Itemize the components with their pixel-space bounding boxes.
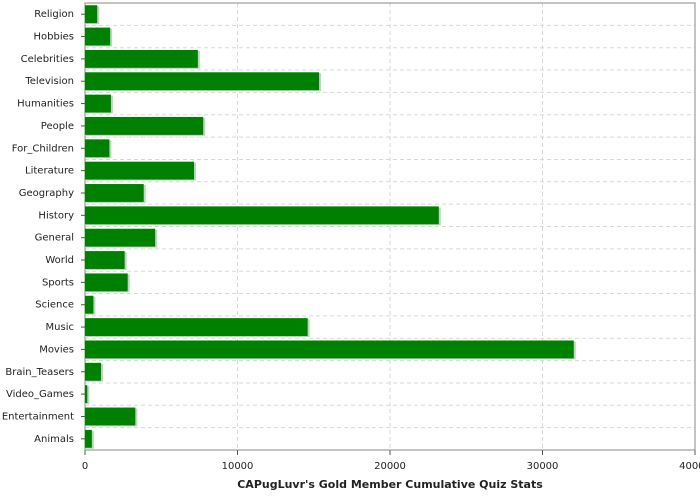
bar [85,362,102,381]
y-tick-label: Hobbies [34,32,74,43]
x-tick-label: 30000 [527,461,559,472]
y-tick-label: Religion [34,9,74,20]
y-tick-label: Music [46,322,74,333]
plot-frame [84,2,696,451]
y-tick-label: Entertainment [2,411,74,422]
y-tick-label: Television [24,76,74,87]
bar [85,49,198,68]
bar [85,116,204,135]
bar [85,94,111,113]
y-tick-label: For_Children [12,143,74,154]
bar [85,318,308,337]
y-tick-label: People [41,121,74,132]
bar [85,206,439,225]
y-tick-label: General [35,233,74,244]
bar [85,27,111,46]
y-tick-label: History [38,210,74,221]
y-tick-label: Brain_Teasers [5,367,74,378]
y-tick-label: Movies [39,344,74,355]
y-tick-label: Video_Games [6,389,74,400]
bar [85,184,144,202]
y-tick-label: Science [35,300,74,311]
bar [85,295,94,314]
x-tick-label: 0 [82,461,88,472]
y-tick-label: Celebrities [21,54,74,65]
y-tick-label: Animals [34,434,74,445]
x-tick-label: 10000 [222,461,254,472]
bar [85,340,574,359]
y-tick-label: Geography [19,188,74,199]
bar [85,228,156,247]
bar [85,72,320,91]
y-tick-label: Sports [42,277,74,288]
bar [85,407,136,426]
bar [85,251,125,269]
x-tick-label: 40000 [679,461,700,472]
y-tick-label: Humanities [17,99,74,110]
bar [85,139,110,158]
bar [85,385,88,404]
bar [85,161,195,180]
bar [85,429,92,448]
y-tick-label: World [45,255,74,266]
chart-title: CAPugLuvr's Gold Member Cumulative Quiz … [237,478,543,491]
y-tick-label: Literature [25,166,74,177]
x-tick-label: 20000 [374,461,406,472]
bar [85,5,98,24]
bar [85,273,128,292]
